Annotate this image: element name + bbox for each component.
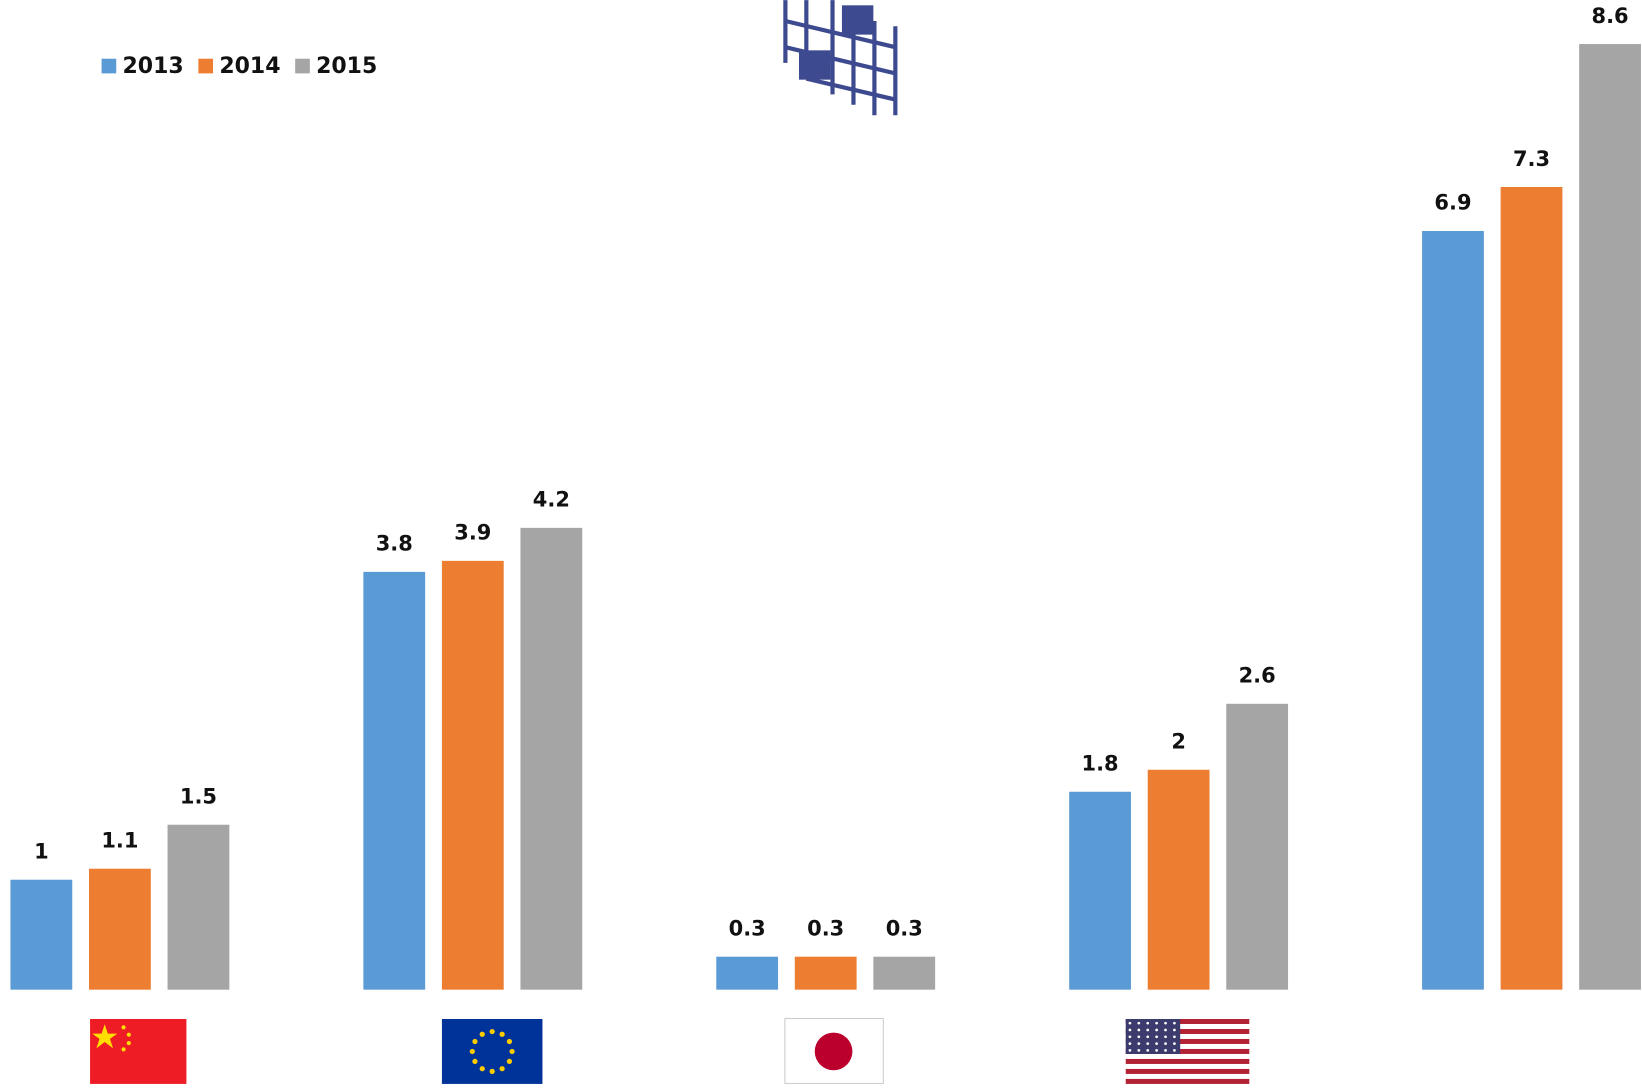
bar [716,957,778,990]
bar [168,825,230,990]
flag-usa [1126,1019,1250,1084]
value-label: 1.5 [180,785,217,809]
value-label: 1.1 [101,828,138,852]
value-label: 1 [34,839,49,863]
value-label: 6.9 [1434,191,1471,215]
bar [1501,187,1563,990]
value-label: 2 [1171,730,1186,754]
bar [795,957,857,990]
value-label: 0.3 [807,916,844,940]
legend-swatch [295,59,310,74]
value-label: 3.9 [454,521,491,545]
page: 2013 2014 2015 1 1.1 1.5 3.8 3.9 4.2 0.3 0.3 0.3 1.8… [0,0,1642,1088]
flag-eu [442,1019,543,1084]
chart: 2013 2014 2015 1 1.1 1.5 3.8 3.9 4.2 0.3 0.3 0.3 1.8… [0,0,1642,1084]
value-label: 3.8 [376,532,413,556]
bar [89,869,151,990]
bar [363,572,425,990]
bar [1422,231,1484,990]
value-label: 4.2 [533,488,570,512]
value-label: 0.3 [886,916,923,940]
bar [442,561,504,990]
legend-swatch [102,59,117,74]
legend-swatch [198,59,213,74]
bar [1579,44,1641,990]
bar [10,880,72,990]
bar [1226,704,1288,990]
value-label: 0.3 [729,916,766,940]
value-label: 1.8 [1082,752,1119,776]
bar [873,957,935,990]
value-label: 2.6 [1239,664,1276,688]
legend-label: 2013 [123,54,184,79]
bar [1069,792,1131,990]
value-label: 7.3 [1513,147,1550,171]
legend-label: 2015 [316,54,377,79]
bar [1148,770,1210,990]
warehouse-icon [785,0,895,115]
value-label: 8.6 [1592,4,1629,28]
flag-japan [785,1018,883,1083]
legend-label: 2014 [219,54,280,79]
bar [520,528,582,990]
flag-china [90,1019,186,1084]
